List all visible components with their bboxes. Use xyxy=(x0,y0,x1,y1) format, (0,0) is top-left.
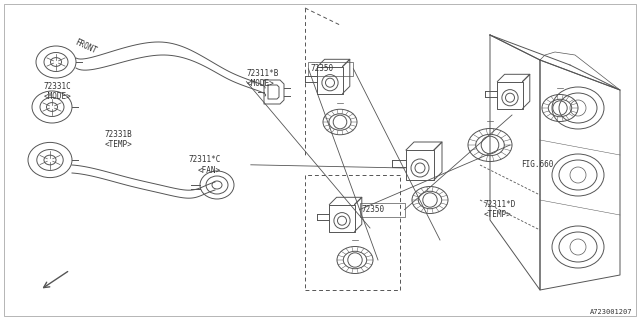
Text: 72331C
<MODE>: 72331C <MODE> xyxy=(44,82,72,101)
Text: 72311*D
<TEMP>: 72311*D <TEMP> xyxy=(483,200,516,219)
Bar xyxy=(360,203,404,217)
Text: FIG.660: FIG.660 xyxy=(522,160,554,169)
Text: 72311*B
<MODE>: 72311*B <MODE> xyxy=(246,69,279,88)
Text: A723001207: A723001207 xyxy=(589,309,632,315)
Bar xyxy=(308,62,353,76)
Text: 72350: 72350 xyxy=(310,64,333,73)
Text: 72331B
<TEMP>: 72331B <TEMP> xyxy=(104,130,132,149)
Text: 72311*C
<FAN>: 72311*C <FAN> xyxy=(188,155,221,174)
Text: FRONT: FRONT xyxy=(74,37,99,55)
Text: 72350: 72350 xyxy=(362,205,385,214)
